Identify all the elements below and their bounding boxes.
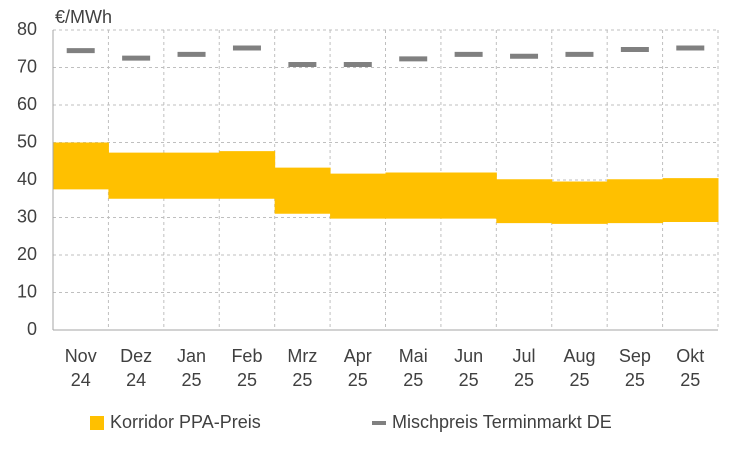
legend-label: Korridor PPA-Preis: [110, 412, 261, 432]
range-bar: [440, 172, 497, 219]
x-tick-label: Aug 25: [563, 346, 595, 390]
y-tick-label: 60: [17, 94, 37, 114]
x-tick-label: Nov 24: [65, 346, 97, 390]
range-bar: [330, 173, 386, 219]
x-tick-label: Mrz 25: [287, 346, 317, 390]
range-bar: [53, 142, 109, 190]
legend-swatch: [90, 416, 104, 430]
x-tick-label: Mai 25: [399, 346, 428, 390]
range-bar: [551, 181, 608, 224]
y-tick-label: 50: [17, 131, 37, 151]
y-tick-label: 10: [17, 281, 37, 301]
range-bar: [219, 151, 276, 199]
range-bar: [163, 152, 220, 199]
y-tick-label: 70: [17, 56, 37, 76]
y-tick-label: 0: [27, 319, 37, 339]
x-tick-label: Jan 25: [177, 346, 206, 390]
range-bar: [607, 179, 664, 224]
x-tick-label: Dez 24: [120, 346, 152, 390]
y-tick-label: 40: [17, 169, 37, 189]
range-bar: [385, 172, 442, 219]
x-tick-label: Sep 25: [619, 346, 651, 390]
y-axis-label: €/MWh: [55, 7, 112, 27]
x-tick-label: Feb 25: [231, 346, 262, 390]
x-tick-label: Apr 25: [344, 346, 372, 390]
y-tick-label: 20: [17, 244, 37, 264]
x-tick-label: Jul 25: [513, 346, 536, 390]
legend-label: Mischpreis Terminmarkt DE: [392, 412, 612, 432]
range-bar: [662, 178, 719, 222]
range-bar: [274, 167, 331, 214]
x-tick-label: Jun 25: [454, 346, 483, 390]
range-bar: [496, 179, 553, 224]
y-tick-label: 30: [17, 206, 37, 226]
x-tick-label: Okt 25: [676, 346, 704, 390]
y-tick-label: 80: [17, 19, 37, 39]
range-bar: [108, 152, 165, 199]
